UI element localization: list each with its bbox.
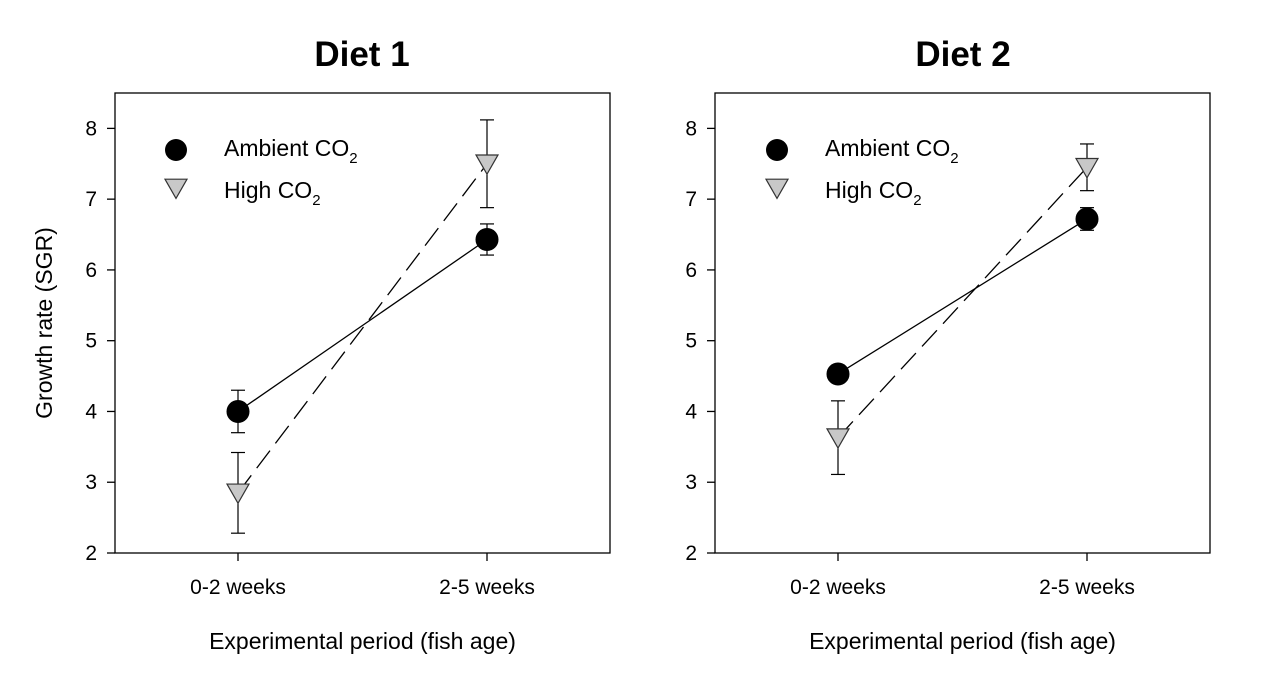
x-tick-label: 0-2 weeks <box>790 576 886 599</box>
legend-triangle-icon <box>764 178 790 200</box>
legend-label: High CO2 <box>825 177 922 209</box>
ambient-co2-point <box>1075 207 1099 231</box>
plot-frame <box>114 92 611 554</box>
y-axis-label: Growth rate (SGR) <box>31 227 57 419</box>
y-tick-label: 2 <box>85 542 97 565</box>
ambient-co2-point <box>475 227 499 251</box>
legend-label: High CO2 <box>224 177 321 209</box>
panel-1: Diet 1 2 3 4 5 6 7 8 0-2 weeks 2-5 weeks Experimen… <box>31 35 611 654</box>
y-tick-label: 5 <box>685 330 697 353</box>
x-tick-label: 0-2 weeks <box>190 576 286 599</box>
ambient-co2-point <box>826 362 850 386</box>
legend-label: Ambient CO2 <box>825 135 959 167</box>
y-tick-label: 6 <box>685 259 697 282</box>
high-co2-point <box>825 428 851 450</box>
x-axis-label: Experimental period (fish age) <box>209 628 516 654</box>
high-co2-line <box>237 163 488 494</box>
x-tick-label: 2-5 weeks <box>1039 576 1135 599</box>
legend-triangle-icon <box>163 178 189 200</box>
y-tick-label: 7 <box>85 188 97 211</box>
y-tick-label: 8 <box>85 117 97 140</box>
legend-circle-icon <box>766 139 788 161</box>
legend-circle-icon <box>165 139 187 161</box>
ambient-co2-line <box>837 218 1088 375</box>
panel-title: Diet 1 <box>314 35 409 74</box>
panel-2: Diet 2 2 3 4 5 6 7 8 0-2 weeks 2-5 weeks Experimen… <box>685 35 1211 654</box>
y-tick-label: 4 <box>85 400 97 423</box>
high-co2-point <box>474 154 500 176</box>
ambient-co2-line <box>237 238 488 412</box>
legend-label: Ambient CO2 <box>224 135 358 167</box>
panel-title: Diet 2 <box>915 35 1010 74</box>
high-co2-point <box>1074 157 1100 179</box>
high-co2-line <box>837 166 1088 439</box>
y-tick-label: 4 <box>685 400 697 423</box>
high-co2-point <box>225 483 251 505</box>
x-axis-label: Experimental period (fish age) <box>809 628 1116 654</box>
y-tick-label: 5 <box>85 330 97 353</box>
plot-frame <box>714 92 1211 554</box>
legend: Ambient CO2 High CO2 <box>764 135 959 209</box>
y-tick-label: 8 <box>685 117 697 140</box>
legend: Ambient CO2 High CO2 <box>163 135 358 209</box>
ambient-co2-point <box>226 399 250 423</box>
y-tick-label: 2 <box>685 542 697 565</box>
y-tick-label: 3 <box>85 471 97 494</box>
y-tick-label: 7 <box>685 188 697 211</box>
x-tick-label: 2-5 weeks <box>439 576 535 599</box>
y-tick-label: 3 <box>685 471 697 494</box>
y-tick-label: 6 <box>85 259 97 282</box>
